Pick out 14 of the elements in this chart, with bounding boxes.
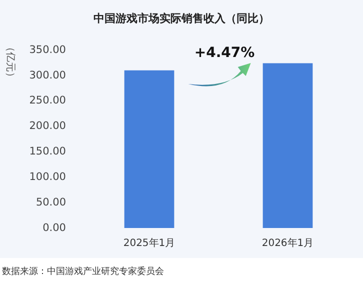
y-tick-label: 200.00 bbox=[29, 120, 66, 132]
y-tick-label: 150.00 bbox=[29, 146, 66, 158]
y-tick-label: 300.00 bbox=[29, 69, 66, 82]
y-tick-label: 50.00 bbox=[36, 196, 66, 208]
y-tick-label: 250.00 bbox=[29, 94, 66, 107]
chart-title: 中国游戏市场实际销售收入（同比） bbox=[94, 12, 270, 25]
y-tick-label: 0.00 bbox=[42, 222, 66, 234]
y-tick-label: 350.00 bbox=[29, 44, 66, 56]
source-note: 数据来源：中国游戏产业研究专家委员会 bbox=[2, 266, 164, 277]
x-tick-label: 2026年1月 bbox=[262, 237, 314, 249]
x-tick-label: 2025年1月 bbox=[123, 237, 176, 249]
y-tick-label: 100.00 bbox=[29, 171, 66, 184]
y-axis-title: （亿元） bbox=[4, 42, 16, 82]
annotation: +4.47% bbox=[194, 45, 255, 61]
